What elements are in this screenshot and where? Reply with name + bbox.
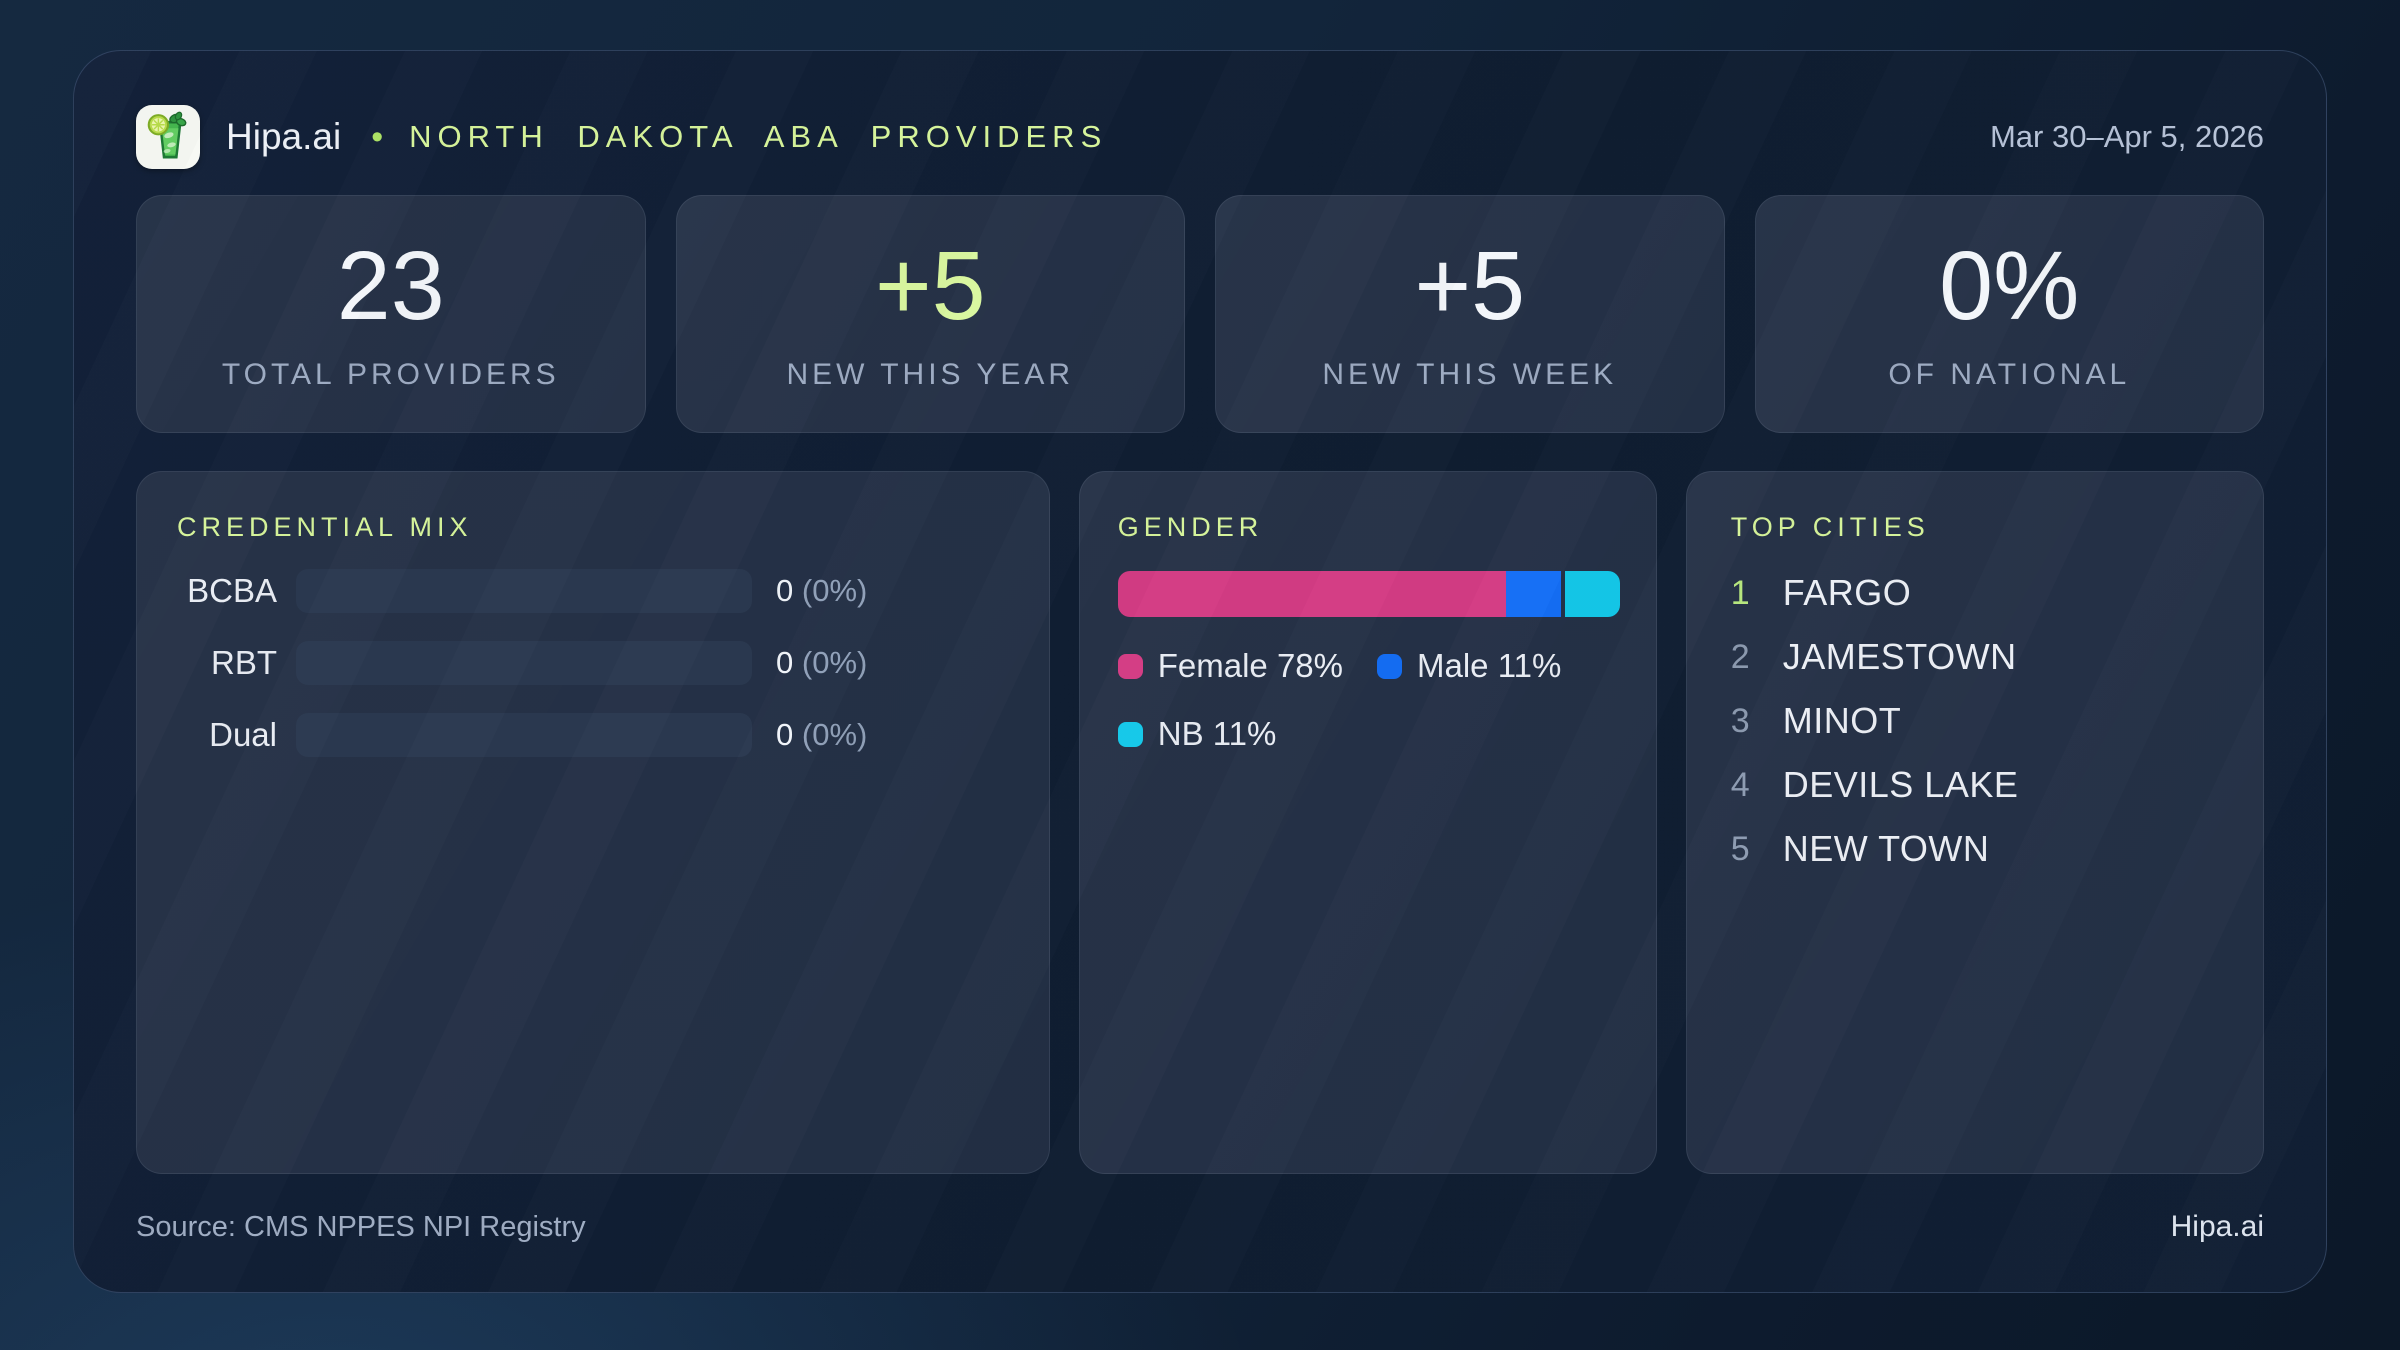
stat-card-total-providers: 23 TOTAL PROVIDERS — [136, 195, 646, 433]
city-name: MINOT — [1782, 700, 1902, 741]
credential-pct: (0%) — [801, 645, 868, 680]
panel-top-cities: TOP CITIES 1 FARGO 2 JAMESTOWN 3 MINOT 4… — [1685, 471, 2264, 1174]
panel-title: CREDENTIAL MIX — [177, 512, 473, 542]
gender-legend-row-1: Female 78% Male 11% — [1117, 647, 1612, 685]
credential-value: 0 (0%) — [776, 573, 867, 609]
legend-swatch-male — [1377, 653, 1402, 679]
legend-swatch-female — [1117, 653, 1143, 679]
credential-row-dual: Dual 0 (0%) — [177, 713, 1005, 757]
city-rank: 2 — [1730, 637, 1750, 676]
stat-value: +5 — [1414, 230, 1526, 340]
panel-title: GENDER — [1117, 512, 1264, 542]
credential-bar-track — [296, 569, 752, 613]
credential-pct: (0%) — [801, 717, 868, 752]
city-rows: 1 FARGO 2 JAMESTOWN 3 MINOT 4 DEVILS LAK… — [1731, 571, 2219, 871]
logo — [136, 105, 200, 169]
gender-segment-nb — [1564, 571, 1620, 617]
stat-label: NEW THIS YEAR — [786, 357, 1075, 391]
city-rank: 3 — [1730, 701, 1750, 740]
city-row: 4 DEVILS LAKE — [1731, 763, 2219, 807]
gender-segment-female — [1117, 571, 1507, 617]
credential-value: 0 (0%) — [776, 645, 867, 681]
mojito-glass-icon — [147, 111, 187, 159]
footer-brand: Hipa.ai — [2170, 1210, 2264, 1243]
stat-card-of-national: 0% OF NATIONAL — [1754, 195, 2264, 433]
legend-item-nb: NB 11% — [1117, 715, 1277, 753]
panels-row: CREDENTIAL MIX BCBA 0 (0%) RBT 0 (0%) — [136, 471, 2264, 1174]
credential-count: 0 — [776, 717, 794, 752]
bullet-separator: • — [371, 117, 384, 156]
credential-value: 0 (0%) — [776, 717, 867, 753]
legend-label: Male 11% — [1417, 647, 1562, 684]
credential-count: 0 — [776, 573, 794, 608]
stat-card-new-this-year: +5 NEW THIS YEAR — [675, 195, 1185, 433]
legend-item-male: Male 11% — [1377, 647, 1561, 685]
city-name: DEVILS LAKE — [1782, 764, 2019, 805]
credential-bar-track — [296, 641, 752, 685]
city-row: 2 JAMESTOWN — [1731, 635, 2219, 679]
header: Hipa.ai • NORTH DAKOTA ABA PROVIDERS Mar… — [136, 105, 2264, 169]
legend-swatch-nb — [1117, 721, 1143, 747]
stat-label: TOTAL PROVIDERS — [221, 357, 560, 391]
page-title: NORTH DAKOTA ABA PROVIDERS — [409, 119, 1108, 154]
legend-label: NB 11% — [1157, 715, 1277, 752]
gender-segment-male — [1506, 571, 1561, 617]
gender-legend-row-2: NB 11% — [1117, 715, 1612, 753]
dashboard-card: Hipa.ai • NORTH DAKOTA ABA PROVIDERS Mar… — [73, 50, 2327, 1293]
date-range: Mar 30–Apr 5, 2026 — [1989, 119, 2264, 154]
stat-value: 0% — [1939, 230, 2080, 340]
stat-label: OF NATIONAL — [1888, 357, 2131, 391]
panel-gender: GENDER Female 78% Male 11% NB — [1078, 471, 1657, 1174]
brand-text: Hipa.ai — [226, 116, 342, 157]
credential-label: RBT — [211, 644, 277, 681]
stats-row: 23 TOTAL PROVIDERS +5 NEW THIS YEAR +5 N… — [136, 195, 2264, 433]
panel-title: TOP CITIES — [1730, 512, 1930, 542]
credential-row-bcba: BCBA 0 (0%) — [177, 569, 1005, 613]
footer-source: Source: CMS NPPES NPI Registry — [136, 1210, 586, 1243]
credential-rows: BCBA 0 (0%) RBT 0 (0%) Dual — [177, 569, 1005, 757]
footer: Source: CMS NPPES NPI Registry Hipa.ai — [136, 1210, 2264, 1244]
panel-credential-mix: CREDENTIAL MIX BCBA 0 (0%) RBT 0 (0%) — [136, 471, 1050, 1174]
credential-bar-track — [296, 713, 752, 757]
credential-label: Dual — [209, 716, 277, 753]
legend-item-female: Female 78% — [1117, 647, 1343, 685]
stat-label: NEW THIS WEEK — [1322, 357, 1618, 391]
credential-pct: (0%) — [801, 573, 868, 608]
gender-stacked-bar — [1117, 571, 1620, 617]
city-row: 5 NEW TOWN — [1731, 827, 2219, 871]
credential-count: 0 — [776, 645, 794, 680]
legend-label: Female 78% — [1157, 647, 1343, 684]
city-row: 3 MINOT — [1731, 699, 2219, 743]
city-rank: 4 — [1730, 765, 1750, 804]
city-name: NEW TOWN — [1782, 828, 1990, 869]
stat-card-new-this-week: +5 NEW THIS WEEK — [1215, 195, 1725, 433]
stat-value: +5 — [874, 230, 986, 340]
city-row: 1 FARGO — [1731, 571, 2219, 615]
city-name: FARGO — [1782, 572, 1912, 613]
city-name: JAMESTOWN — [1782, 636, 2017, 677]
credential-label: BCBA — [187, 572, 277, 609]
credential-row-rbt: RBT 0 (0%) — [177, 641, 1005, 685]
stat-value: 23 — [336, 230, 445, 340]
city-rank: 1 — [1730, 573, 1750, 612]
city-rank: 5 — [1730, 829, 1750, 868]
